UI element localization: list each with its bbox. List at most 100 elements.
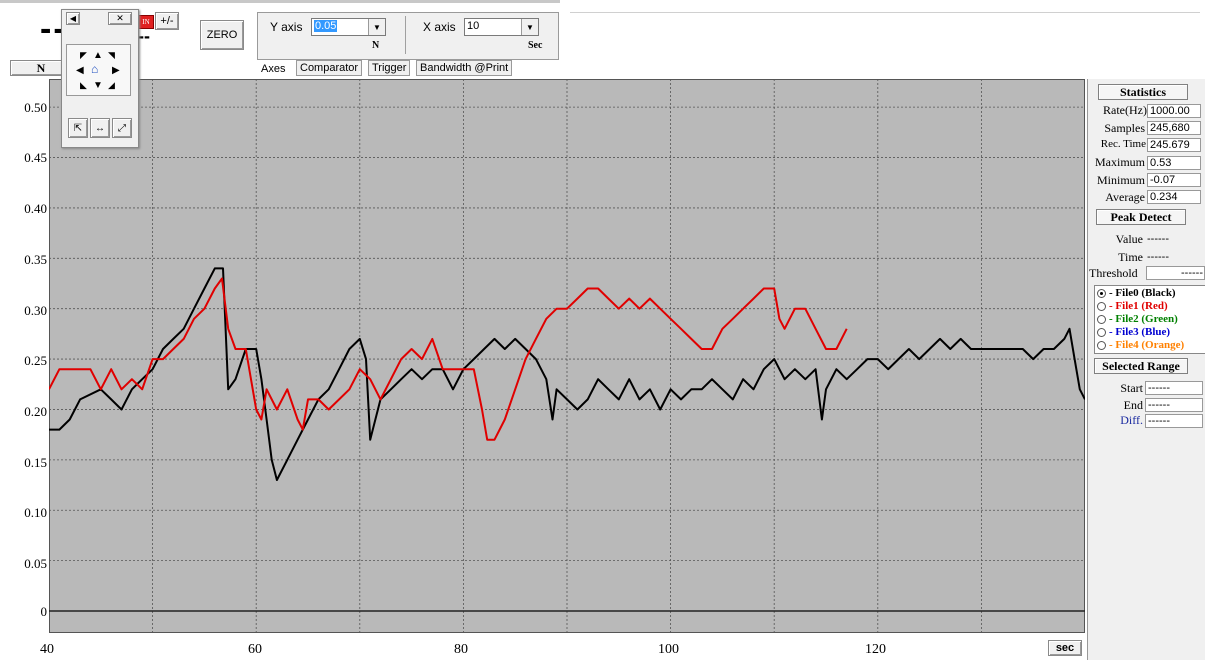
radio-icon	[1097, 301, 1106, 311]
y-tick-label: 0.50	[24, 100, 47, 115]
samples-value: 245,680	[1147, 121, 1201, 135]
average-value: 0.234	[1147, 190, 1201, 204]
file4-radio[interactable]: - File4 (Orange)	[1097, 339, 1184, 351]
y-tick-label: 0.20	[24, 404, 47, 419]
pan-up-left-icon[interactable]: ◤	[80, 50, 87, 60]
close-icon[interactable]: ✕	[108, 12, 132, 25]
range-cursor-icon[interactable]: ↔	[90, 118, 110, 138]
rate-label: Rate(Hz)	[1103, 103, 1147, 117]
range-end-label: End	[1123, 398, 1143, 412]
top-edge-strip	[0, 0, 560, 3]
y-unit-label: N	[372, 40, 380, 51]
selected-range-header: Selected Range	[1094, 358, 1188, 374]
average-label: Average	[1105, 190, 1145, 204]
pan-right-icon[interactable]: ▶	[112, 65, 120, 76]
pan-down-left-icon[interactable]: ◣	[80, 80, 87, 90]
x-axis-value: 10	[467, 20, 480, 32]
file0-label: - File0 (Black)	[1109, 287, 1176, 299]
x-tick-label: 40	[40, 642, 54, 657]
range-start-label: Start	[1120, 381, 1143, 395]
file3-label: - File3 (Blue)	[1109, 326, 1171, 338]
line-chart[interactable]	[49, 79, 1085, 633]
range-diff-label: Diff.	[1120, 413, 1143, 427]
x-tick-label: 60	[248, 642, 262, 657]
file-selector-box	[1094, 285, 1205, 354]
y-tick-label: 0.40	[24, 201, 47, 216]
y-tick-label: 0.10	[24, 505, 47, 520]
minimum-label: Minimum	[1096, 173, 1145, 187]
radio-icon	[1097, 314, 1106, 324]
file0-radio[interactable]: - File0 (Black)	[1097, 287, 1176, 299]
file1-label: - File1 (Red)	[1109, 300, 1168, 312]
zero-button[interactable]: ZERO	[200, 20, 244, 50]
statistics-header: Statistics	[1098, 84, 1188, 100]
x-axis-select[interactable]: 10 ▼	[464, 18, 539, 36]
x-unit-label: Sec	[528, 40, 543, 51]
zoom-cursor-icon[interactable]: ⤢	[112, 118, 132, 138]
x-tick-label: 120	[865, 642, 886, 657]
samples-label: Samples	[1104, 121, 1145, 135]
series-line-0	[49, 267, 1085, 481]
peak-value-label: Value	[1115, 232, 1143, 246]
pan-up-right-icon[interactable]: ◥	[108, 50, 115, 60]
peak-time-label: Time	[1118, 250, 1143, 264]
pan-up-icon[interactable]: ▲	[93, 50, 103, 61]
series-line-1	[49, 277, 848, 441]
y-tick-label: 0	[40, 604, 48, 619]
y-tick-label: 0.25	[24, 353, 47, 368]
file1-radio[interactable]: - File1 (Red)	[1097, 300, 1168, 312]
x-unit-button[interactable]: sec	[1048, 640, 1082, 656]
x-tick-label: 80	[454, 642, 468, 657]
minimum-value: -0.07	[1147, 173, 1201, 187]
rec-time-label: Rec. Time	[1100, 138, 1146, 150]
tab-bandwidth-print[interactable]: Bandwidth @Print	[416, 60, 513, 76]
plus-minus-button[interactable]: +/-	[155, 12, 179, 30]
tab-axes[interactable]: Axes	[257, 61, 290, 77]
y-axis-label: Y axis	[270, 20, 303, 34]
pan-left-icon[interactable]: ◀	[76, 65, 84, 76]
peak-detect-header: Peak Detect	[1096, 209, 1186, 225]
file2-radio[interactable]: - File2 (Green)	[1097, 313, 1178, 325]
pan-arrows-panel	[66, 44, 131, 96]
select-cursor-icon[interactable]: ⇱	[68, 118, 88, 138]
radio-icon	[1097, 340, 1106, 350]
pan-down-right-icon[interactable]: ◢	[108, 80, 115, 90]
main-readout: --	[40, 10, 67, 48]
chevron-down-icon: ▼	[521, 19, 538, 35]
record-icon[interactable]: IN	[138, 15, 154, 29]
home-icon[interactable]: ⌂	[91, 62, 99, 76]
maximum-value: 0.53	[1147, 156, 1201, 170]
peak-value-field: ------	[1147, 233, 1169, 245]
threshold-input[interactable]: ------	[1146, 266, 1205, 280]
panel-divider	[405, 16, 406, 54]
secondary-readout: --	[138, 26, 150, 46]
file4-label: - File4 (Orange)	[1109, 339, 1185, 351]
peak-time-field: ------	[1147, 251, 1169, 263]
chevron-down-icon: ▼	[368, 19, 385, 35]
range-end-field: ------	[1145, 398, 1203, 412]
tab-comparator[interactable]: Comparator	[296, 60, 363, 76]
y-axis-value: 0.05	[314, 20, 338, 32]
x-tick-label: 100	[658, 642, 679, 657]
radio-icon	[1097, 327, 1106, 337]
y-axis-select[interactable]: 0.05 ▼	[311, 18, 386, 36]
y-tick-label: 0.30	[24, 303, 47, 318]
top-right-field	[570, 12, 1200, 55]
range-diff-field: ------	[1145, 414, 1203, 428]
tab-trigger[interactable]: Trigger	[368, 60, 411, 76]
file2-label: - File2 (Green)	[1109, 313, 1178, 325]
rec-time-value: 245.679	[1147, 138, 1201, 152]
pan-down-icon[interactable]: ▼	[93, 80, 103, 91]
y-tick-label: 0.05	[24, 556, 47, 571]
y-tick-label: 0.15	[24, 455, 47, 470]
range-start-field: ------	[1145, 381, 1203, 395]
threshold-label: Threshold	[1089, 266, 1138, 280]
file3-radio[interactable]: - File3 (Blue)	[1097, 326, 1170, 338]
maximum-label: Maximum	[1095, 155, 1145, 169]
radio-icon	[1097, 288, 1106, 298]
y-tick-label: 0.45	[24, 150, 47, 165]
x-axis-label: X axis	[423, 20, 456, 34]
rate-value: 1000.00	[1147, 104, 1201, 118]
y-tick-label: 0.35	[24, 252, 47, 267]
collapse-left-icon[interactable]: ◀	[66, 12, 80, 25]
